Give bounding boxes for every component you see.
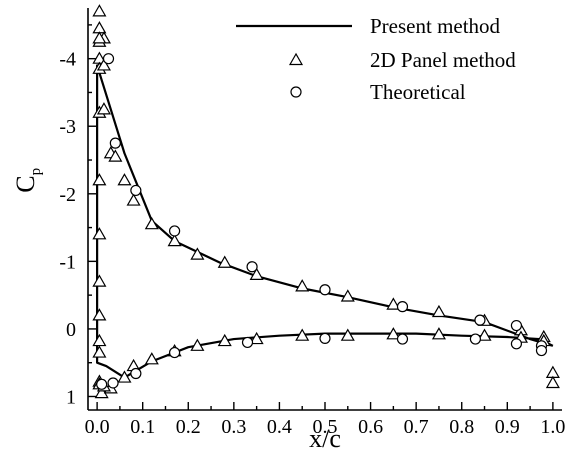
legend-circle-swatch bbox=[290, 86, 302, 98]
x-tick-label: 0.6 bbox=[358, 416, 383, 438]
x-tick-label: 0.0 bbox=[85, 416, 110, 438]
panel-method-marker bbox=[340, 328, 355, 341]
panel-method-marker bbox=[217, 255, 232, 268]
legend-triangle-swatch bbox=[288, 52, 304, 66]
theoretical-marker bbox=[107, 377, 119, 389]
legend-label: 2D Panel method bbox=[370, 48, 516, 72]
panel-method-marker bbox=[96, 58, 111, 71]
panel-method-marker bbox=[340, 289, 355, 302]
panel-method-marker bbox=[545, 365, 560, 378]
panel-method-marker bbox=[545, 375, 560, 389]
panel-method-marker bbox=[92, 4, 107, 17]
panel-method-marker bbox=[144, 352, 159, 365]
x-tick-label: 0.1 bbox=[130, 416, 155, 438]
x-tick-label: 0.5 bbox=[313, 416, 338, 438]
panel-method-marker bbox=[144, 216, 159, 230]
y-axis-title-main: C bbox=[11, 175, 40, 192]
panel-method-marker bbox=[108, 149, 123, 162]
x-tick-label: 0.4 bbox=[267, 416, 292, 438]
y-tick-label: -1 bbox=[59, 251, 76, 273]
panel-method-marker bbox=[295, 279, 310, 292]
x-tick-label: 0.2 bbox=[176, 416, 201, 438]
panel-method-marker bbox=[431, 304, 446, 318]
theoretical-marker bbox=[102, 53, 115, 65]
theoretical-marker bbox=[96, 378, 108, 390]
x-tick-label: 1.0 bbox=[540, 416, 565, 438]
y-tick-label: -2 bbox=[59, 184, 76, 206]
theoretical-marker bbox=[241, 336, 254, 349]
x-tick-label: 0.3 bbox=[221, 416, 246, 438]
theoretical-marker bbox=[130, 184, 142, 197]
theoretical-marker bbox=[469, 333, 482, 345]
panel-method-marker bbox=[92, 308, 107, 321]
panel-method-marker bbox=[117, 173, 132, 186]
theoretical-marker bbox=[510, 319, 523, 332]
panel-method-marker bbox=[386, 297, 401, 310]
panel-method-marker bbox=[190, 338, 205, 351]
panel-method-marker bbox=[249, 267, 264, 280]
legend-label: Theoretical bbox=[370, 80, 466, 104]
panel-method-marker bbox=[92, 274, 107, 287]
legend-label: Present method bbox=[370, 14, 501, 38]
theoretical-marker bbox=[396, 301, 409, 313]
theoretical-marker bbox=[474, 314, 486, 326]
legend: Present method 2D Panel method Theoretical bbox=[236, 14, 516, 104]
panel-method-marker bbox=[190, 247, 205, 260]
panel-method-marker bbox=[126, 193, 141, 206]
panel-method-marker bbox=[386, 327, 401, 340]
theoretical-marker bbox=[168, 346, 181, 359]
theoretical-marker bbox=[319, 332, 331, 344]
theoretical-marker bbox=[246, 261, 258, 273]
y-axis-title-sub: p bbox=[28, 168, 44, 176]
theoretical-marker bbox=[168, 225, 181, 237]
y-axis-title: Cp bbox=[11, 168, 44, 193]
panel-method-marker bbox=[117, 370, 132, 383]
panel-method-marker bbox=[92, 333, 107, 347]
theoretical-marker bbox=[535, 344, 548, 357]
panel-method-marker bbox=[167, 233, 182, 247]
theoretical-marker bbox=[510, 338, 523, 350]
panel-method-marker bbox=[431, 327, 446, 340]
y-tick-label: -3 bbox=[59, 116, 76, 138]
panel-method-marker bbox=[217, 333, 232, 347]
x-tick-label: 0.8 bbox=[449, 416, 474, 438]
panel-method-marker bbox=[92, 21, 107, 34]
panel-method-marker bbox=[295, 328, 310, 341]
x-tick-label: 0.7 bbox=[404, 416, 429, 438]
theoretical-marker bbox=[109, 137, 121, 149]
y-tick-label: 0 bbox=[66, 319, 76, 341]
x-axis-title: x/c bbox=[309, 424, 341, 453]
panel-method-marker bbox=[96, 102, 111, 115]
theoretical-marker bbox=[130, 367, 142, 380]
panel-method-marker bbox=[92, 227, 107, 240]
panel-method-marker bbox=[92, 345, 107, 358]
panel-method-marker bbox=[92, 31, 107, 44]
y-tick-label: 1 bbox=[66, 386, 76, 408]
theoretical-marker bbox=[319, 284, 331, 296]
axes: 0.0 0.1 0.2 0.3 0.4 0.5 0.6 0.7 0.8 0.9 1.0 -4 -3 -2 -… bbox=[11, 8, 565, 453]
panel-method-marker bbox=[477, 328, 492, 341]
plot-area bbox=[92, 4, 560, 399]
x-tick-label: 0.9 bbox=[495, 416, 520, 438]
y-tick-label: -4 bbox=[59, 49, 76, 71]
panel-method-marker bbox=[249, 331, 264, 345]
theoretical-marker bbox=[396, 333, 409, 345]
panel-method-marker bbox=[92, 173, 107, 186]
